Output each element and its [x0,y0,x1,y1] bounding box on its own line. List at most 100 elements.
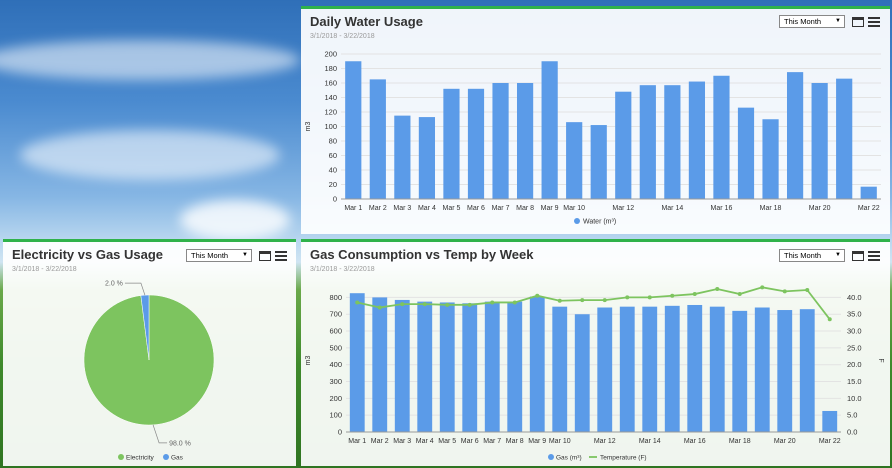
temperature-point [400,302,405,307]
bar [372,297,388,432]
dropdown-arrow-icon: ▼ [242,252,248,258]
y-tick-label: 20 [329,180,337,189]
gas-temp-panel: Gas Consumption vs Temp by Week 3/1/2018… [301,239,890,466]
temperature-point [490,300,495,305]
y2-axis-label: F [877,358,884,362]
electricity-gas-pie-chart: 98.0 % 2.0 % Electricity Gas [83,281,215,462]
window-icon[interactable] [852,251,864,261]
window-icon[interactable] [852,17,864,27]
slice-label: 98.0 % [169,440,191,447]
x-tick-label: Mar 7 [492,205,510,212]
bar [777,310,793,432]
bar [417,301,433,432]
panel-title: Daily Water Usage [310,14,423,29]
date-range: 3/1/2018 - 3/22/2018 [12,266,77,273]
x-tick-label: Mar 14 [661,205,683,212]
menu-icon[interactable] [868,17,880,27]
temperature-point [512,300,517,305]
bar [394,115,411,199]
date-range: 3/1/2018 - 3/22/2018 [310,33,375,40]
x-tick-label: Mar 1 [348,438,366,445]
temperature-point [827,317,832,322]
x-tick-label: Mar 9 [528,438,546,445]
date-range: 3/1/2018 - 3/22/2018 [310,266,375,273]
y-tick-label: 200 [329,394,342,403]
bar [713,75,730,199]
y-axis-label: m3 [305,356,312,366]
period-select[interactable]: This Month ▼ [779,15,845,28]
x-tick-label: Mar 4 [418,205,436,212]
period-select[interactable]: This Month ▼ [779,249,845,262]
y-tick-label: 0 [338,428,342,437]
temperature-point [602,298,607,303]
y-tick-label: 80 [329,137,337,146]
temperature-point [805,288,810,293]
temperature-point [355,300,360,305]
bar [642,306,658,432]
bar [688,81,706,199]
dropdown-arrow-icon: ▼ [835,252,841,258]
temperature-point [422,302,427,307]
menu-icon[interactable] [868,251,880,261]
window-icon[interactable] [259,251,271,261]
bar [529,296,545,432]
bar [754,307,770,432]
x-tick-label: Mar 3 [393,438,411,445]
temperature-point [445,302,450,307]
temperature-point [647,295,652,300]
x-tick-label: Mar 7 [483,438,501,445]
cloud [0,40,300,80]
label-connector [124,282,146,296]
x-tick-label: Mar 10 [549,438,571,445]
x-tick-label: Mar 10 [563,205,585,212]
bar [590,125,607,199]
bar [664,85,681,199]
bar [619,306,635,432]
bar [418,117,436,199]
bar [394,299,410,432]
temperature-point [467,302,472,307]
bar [439,302,455,432]
temperature-point [715,287,720,291]
bar [639,85,656,199]
y2-tick-label: 35.0 [847,310,862,319]
bar [345,61,362,199]
period-select-value: This Month [191,251,229,260]
y2-tick-label: 25.0 [847,343,862,352]
x-tick-label: Mar 20 [809,205,831,212]
y-axis-label: m3 [305,122,312,132]
cloud [180,200,290,240]
bar [541,61,558,199]
temperature-point [760,285,765,290]
y-tick-label: 700 [329,310,342,319]
bar [552,306,568,432]
bar [566,122,583,199]
temperature-point [625,295,630,300]
legend-marker [118,454,124,460]
x-tick-label: Mar 6 [467,205,485,212]
slice-label: 2.0 % [105,281,123,288]
legend-label: Temperature (F) [600,455,647,462]
bar [492,83,509,199]
y2-tick-label: 10.0 [847,394,862,403]
x-tick-label: Mar 22 [858,205,880,212]
bar [349,293,365,432]
water-usage-panel: Daily Water Usage 3/1/2018 - 3/22/2018 T… [301,6,890,234]
temperature-point [782,289,787,294]
temperature-point [557,298,562,303]
bar [369,79,386,199]
period-select[interactable]: This Month ▼ [186,249,252,262]
x-tick-label: Mar 12 [594,438,616,445]
x-tick-label: Mar 2 [369,205,387,212]
y-tick-label: 400 [329,360,342,369]
x-tick-label: Mar 2 [371,438,389,445]
bar [467,88,485,199]
y-tick-label: 180 [324,64,337,73]
x-tick-label: Mar 4 [416,438,434,445]
y2-tick-label: 5.0 [847,411,857,420]
menu-icon[interactable] [275,251,287,261]
x-tick-label: Mar 14 [639,438,661,445]
legend-marker [548,454,554,460]
x-tick-label: Mar 5 [443,205,461,212]
bar [732,310,748,432]
